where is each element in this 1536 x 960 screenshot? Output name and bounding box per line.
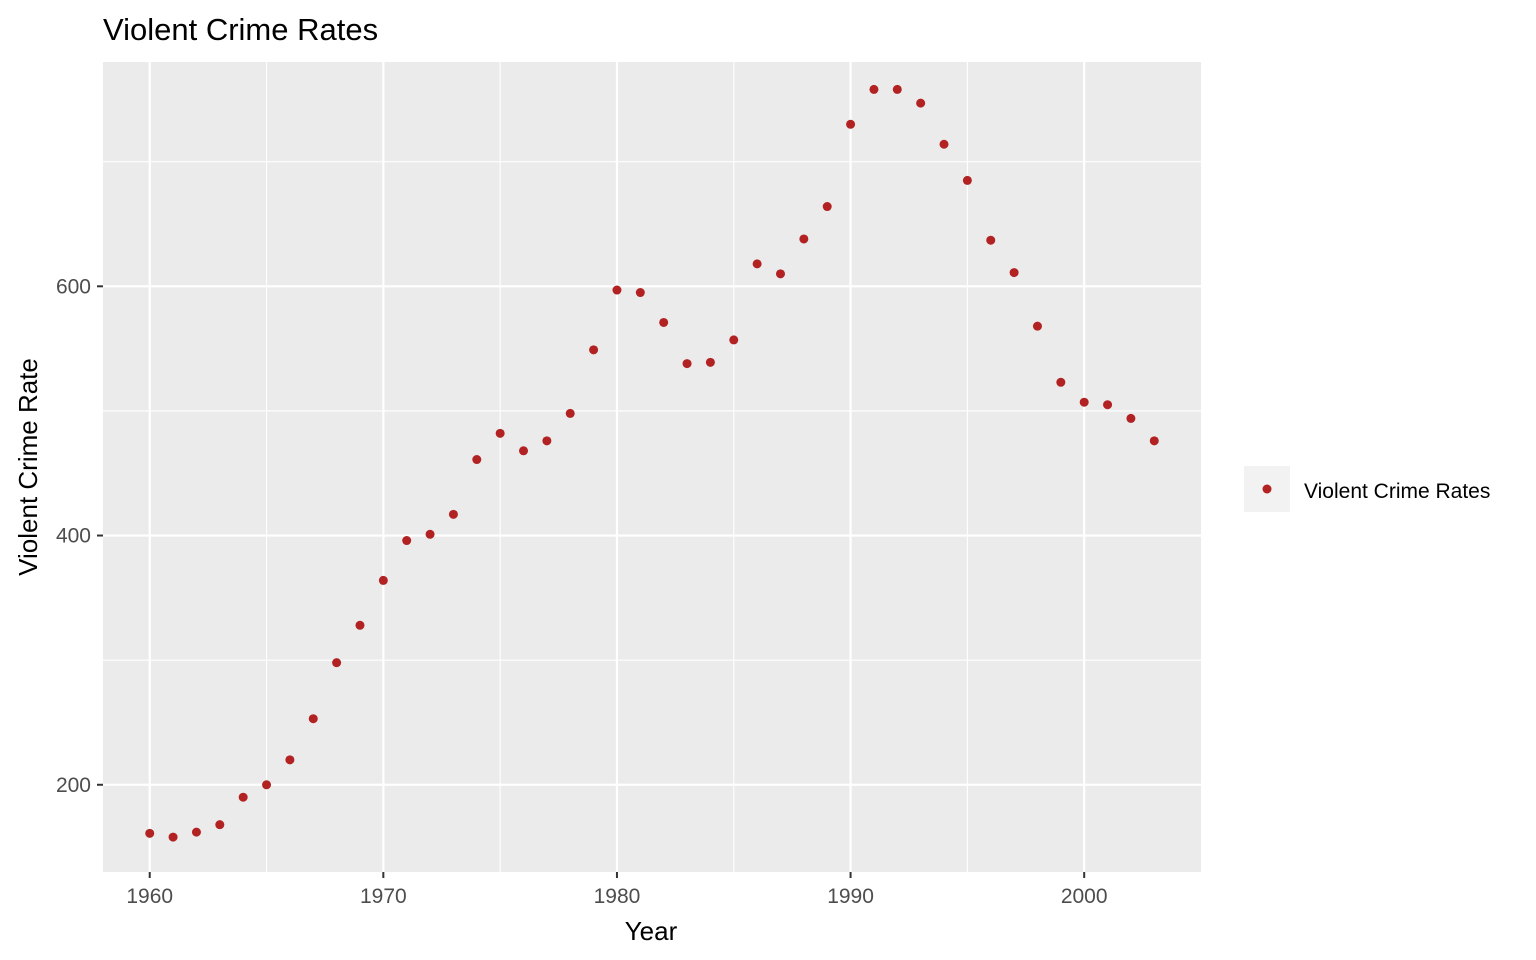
y-tick-label: 200 — [56, 774, 91, 797]
data-point — [145, 828, 155, 838]
data-point — [1126, 413, 1136, 423]
plot-panel — [103, 62, 1201, 872]
data-point — [729, 335, 739, 345]
data-point — [682, 359, 692, 369]
data-point — [402, 536, 412, 546]
x-tick-label: 2000 — [1061, 885, 1108, 908]
data-point — [495, 428, 505, 438]
data-point — [355, 620, 365, 630]
data-point — [332, 658, 342, 668]
y-axis: 200 400 600 — [56, 275, 103, 797]
data-point — [472, 455, 482, 465]
y-tick-label: 400 — [56, 525, 91, 548]
data-point — [191, 827, 201, 837]
x-axis-title: Year — [625, 916, 678, 946]
data-point — [1079, 397, 1089, 407]
data-point — [308, 714, 318, 724]
data-point — [1149, 436, 1159, 446]
data-point — [799, 234, 809, 244]
grid-minor — [103, 62, 1201, 872]
data-point — [892, 84, 902, 94]
data-point — [612, 285, 622, 295]
data-point — [916, 98, 926, 108]
data-point — [215, 820, 225, 830]
legend-key-point — [1262, 484, 1272, 494]
legend-label: Violent Crime Rates — [1304, 480, 1490, 503]
legend: Violent Crime Rates — [1244, 466, 1490, 512]
y-axis-title: Violent Crime Rate — [13, 358, 43, 576]
data-point — [986, 235, 996, 245]
data-point — [238, 792, 248, 802]
data-point — [285, 755, 295, 765]
data-point — [565, 408, 575, 418]
data-point — [939, 139, 949, 149]
data-point — [822, 202, 832, 212]
data-point — [869, 84, 879, 94]
x-tick-label: 1960 — [126, 885, 173, 908]
data-point — [519, 446, 529, 456]
data-point — [425, 529, 435, 539]
data-point — [1056, 377, 1066, 387]
data-point — [1009, 268, 1019, 278]
data-point — [542, 436, 552, 446]
data-point — [705, 357, 715, 367]
data-point — [1103, 400, 1113, 410]
data-point — [752, 259, 762, 269]
data-point — [378, 575, 388, 585]
data-point — [1032, 321, 1042, 331]
x-tick-label: 1980 — [594, 885, 641, 908]
data-point — [589, 345, 599, 355]
grid-major — [103, 62, 1201, 872]
data-points — [145, 84, 1159, 842]
data-point — [846, 119, 856, 129]
x-tick-label: 1970 — [360, 885, 407, 908]
data-point — [168, 832, 178, 842]
data-point — [962, 175, 972, 185]
x-tick-label: 1990 — [827, 885, 874, 908]
x-axis: 1960 1970 1980 1990 2000 — [126, 872, 1108, 908]
data-point — [659, 317, 669, 327]
chart-title: Violent Crime Rates — [103, 12, 378, 47]
y-tick-label: 600 — [56, 275, 91, 298]
data-point — [262, 780, 272, 790]
data-point — [775, 269, 785, 279]
data-point — [635, 288, 645, 298]
data-point — [448, 509, 458, 519]
